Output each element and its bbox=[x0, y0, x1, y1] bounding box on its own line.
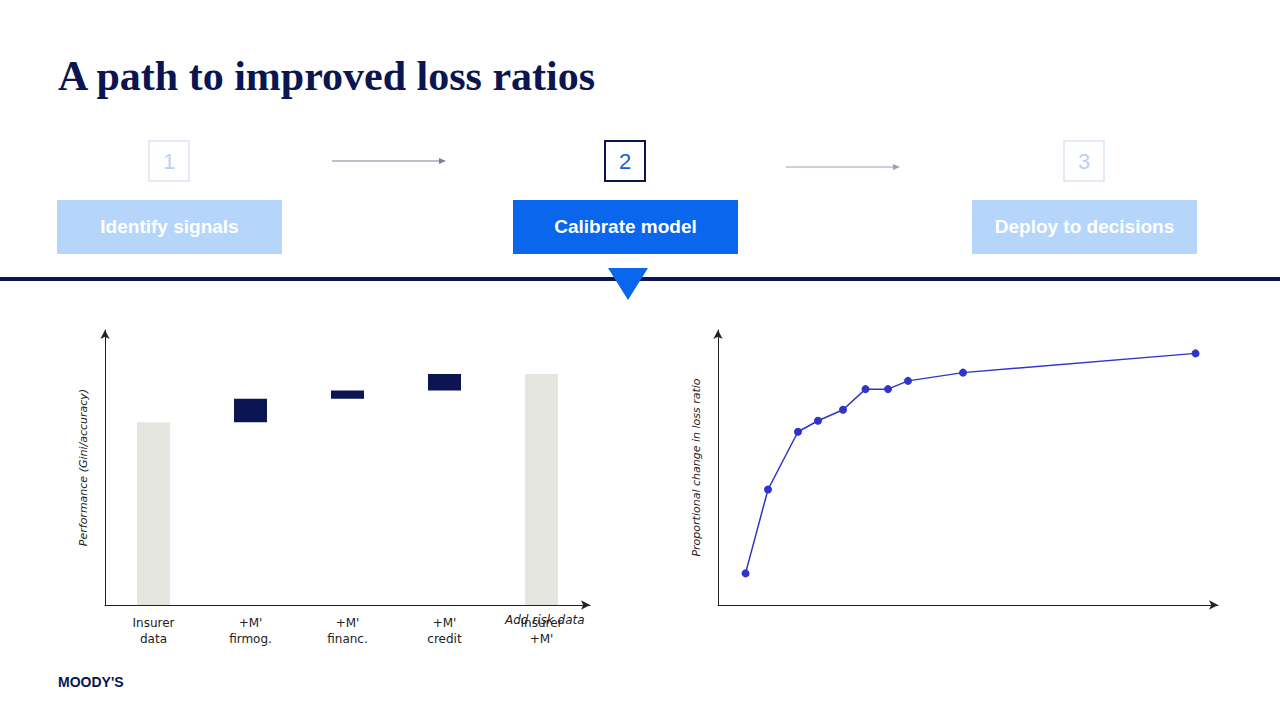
svg-text:data: data bbox=[140, 632, 167, 646]
svg-text:Proportional change in loss ra: Proportional change in loss ratio bbox=[690, 378, 703, 556]
html-text:3: 3 bbox=[1077, 149, 1091, 174]
html-text:2: 2 bbox=[618, 149, 632, 174]
svg-text:financ.: financ. bbox=[327, 632, 368, 646]
svg-text:+M': +M' bbox=[336, 616, 360, 630]
html-text:Identify signals: Identify signals bbox=[100, 216, 239, 237]
svg-text:+M': +M' bbox=[530, 632, 554, 646]
svg-text:+M': +M' bbox=[239, 616, 263, 630]
svg-text:Performance (Gini/accuracy): Performance (Gini/accuracy) bbox=[77, 389, 90, 546]
svg-text:Insurer: Insurer bbox=[133, 616, 175, 630]
svg-text:Add risk data: Add risk data bbox=[505, 613, 585, 627]
html-text:Calibrate model: Calibrate model bbox=[554, 216, 697, 237]
html-text:1: 1 bbox=[162, 149, 176, 174]
svg-text:credit: credit bbox=[427, 632, 462, 646]
html-text:MOODY'S: MOODY'S bbox=[58, 674, 124, 690]
svg-text:+M': +M' bbox=[433, 616, 457, 630]
html-text:A path to improved loss ratios: A path to improved loss ratios bbox=[58, 53, 596, 99]
svg-text:Insurer: Insurer bbox=[521, 616, 563, 630]
html-text:Deploy to decisions: Deploy to decisions bbox=[994, 216, 1175, 237]
svg-text:firmog.: firmog. bbox=[229, 632, 272, 646]
